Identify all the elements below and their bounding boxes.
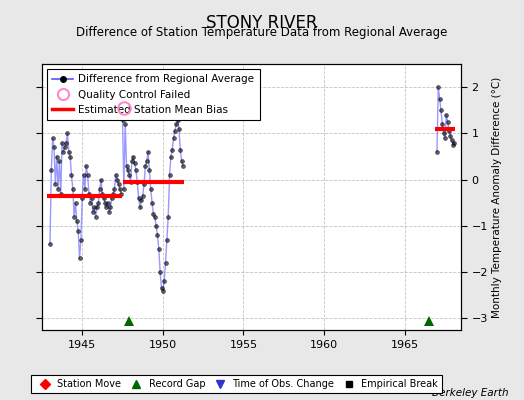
Text: Difference of Station Temperature Data from Regional Average: Difference of Station Temperature Data f… xyxy=(77,26,447,39)
Text: STONY RIVER: STONY RIVER xyxy=(206,14,318,32)
Legend: Station Move, Record Gap, Time of Obs. Change, Empirical Break: Station Move, Record Gap, Time of Obs. C… xyxy=(31,375,442,393)
Text: Berkeley Earth: Berkeley Earth xyxy=(432,388,508,398)
Legend: Difference from Regional Average, Quality Control Failed, Estimated Station Mean: Difference from Regional Average, Qualit… xyxy=(47,69,259,120)
Y-axis label: Monthly Temperature Anomaly Difference (°C): Monthly Temperature Anomaly Difference (… xyxy=(492,76,502,318)
